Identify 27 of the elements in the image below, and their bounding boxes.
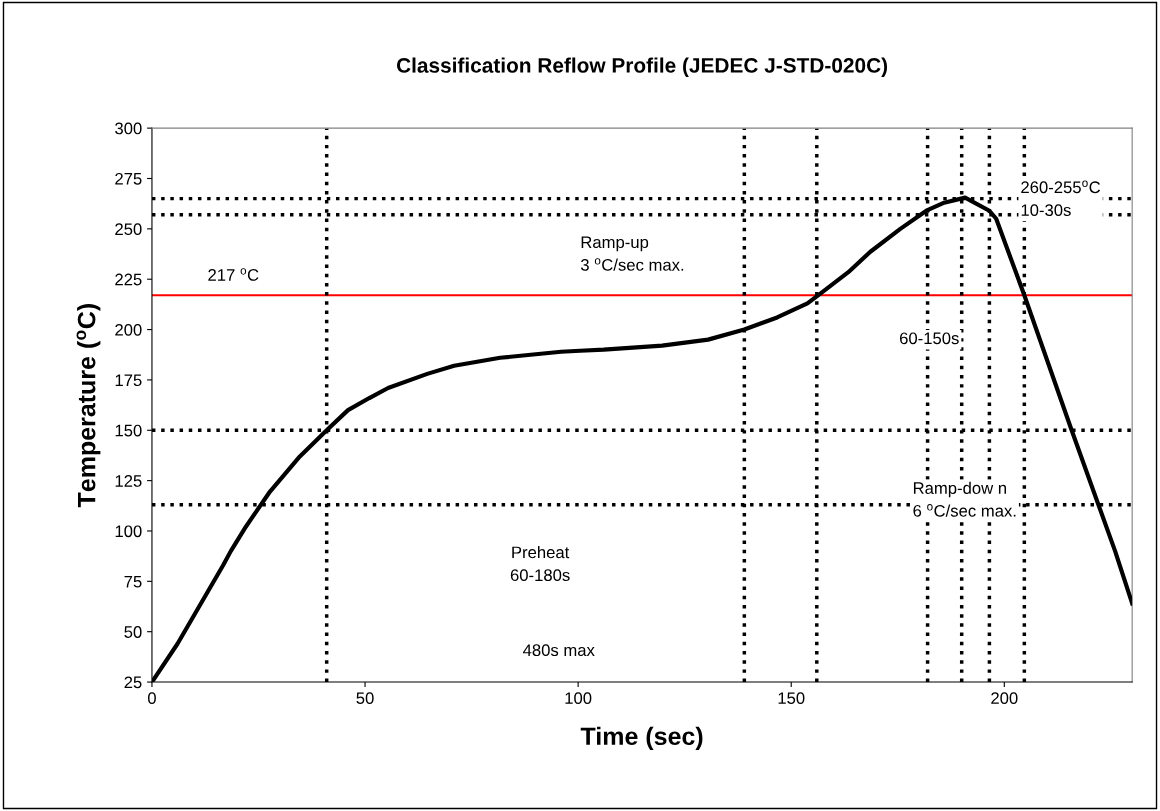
y-tick-label: 225 (115, 273, 142, 286)
annotation: Ramp-dow n 6 $^{o}$C/sec max. (913, 481, 1016, 517)
annotation: 60-150s (899, 332, 959, 345)
y-tick-label: 200 (115, 323, 142, 336)
y-tick-label: 125 (115, 475, 142, 487)
y-tick-label: 175 (115, 374, 142, 387)
chart-title: Classification Reflow Profile (JEDEC J-STD-020C) (396, 57, 888, 77)
text: 260-255$^{o}$C 10-30s (1021, 180, 1101, 217)
x-tick-label: 0 (147, 692, 156, 705)
annotation: 480s max (523, 644, 595, 657)
x-tick-label: 150 (778, 692, 805, 705)
y-tick-label: 50 (124, 626, 142, 638)
annotation: Preheat 60-180s (510, 546, 570, 582)
x-axis-title: Time (sec) (580, 726, 703, 751)
y-tick-label: 250 (115, 223, 142, 236)
x-tick-label: 200 (991, 692, 1018, 705)
y-tick-label: 150 (115, 424, 142, 437)
y-tick-label: 300 (115, 122, 142, 135)
y-axis-title: Temperature ($^{o}$C) (76, 304, 101, 508)
y-tick-label: 25 (124, 676, 142, 689)
x-tick-label: 50 (356, 692, 374, 705)
x-tick-label: 100 (565, 692, 592, 705)
y-tick-label: 75 (124, 575, 142, 588)
y-tick-label: 100 (115, 525, 142, 538)
annotation: Ramp-up 3 $^{o}$C/sec max. (580, 236, 684, 271)
ref-line-label: 217 $^{o}$C (208, 268, 259, 281)
y-tick-label: 275 (115, 172, 142, 185)
